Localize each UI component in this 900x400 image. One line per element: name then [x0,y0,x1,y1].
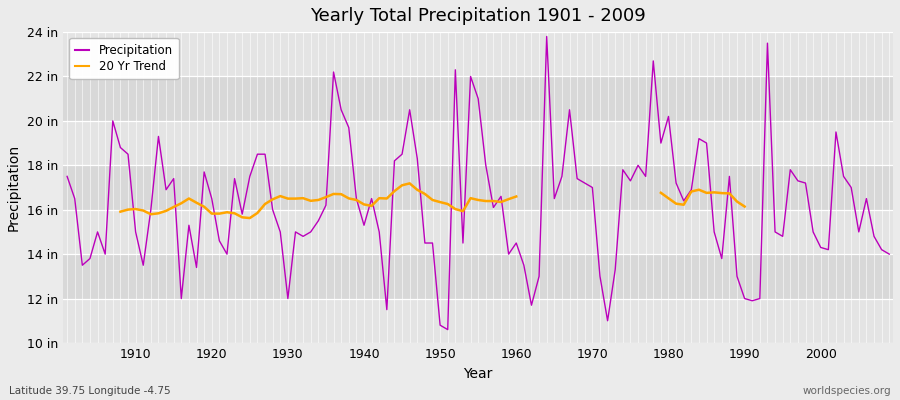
Title: Yearly Total Precipitation 1901 - 2009: Yearly Total Precipitation 1901 - 2009 [310,7,646,25]
Bar [63,32,893,76]
Legend: Precipitation, 20 Yr Trend: Precipitation, 20 Yr Trend [69,38,179,79]
Bar [63,76,893,121]
Bar [63,254,893,298]
X-axis label: Year: Year [464,367,493,381]
Text: worldspecies.org: worldspecies.org [803,386,891,396]
Y-axis label: Precipitation: Precipitation [7,144,21,231]
Bar [63,165,893,210]
Bar [63,210,893,254]
Bar [63,298,893,343]
Text: Latitude 39.75 Longitude -4.75: Latitude 39.75 Longitude -4.75 [9,386,171,396]
Bar [63,121,893,165]
